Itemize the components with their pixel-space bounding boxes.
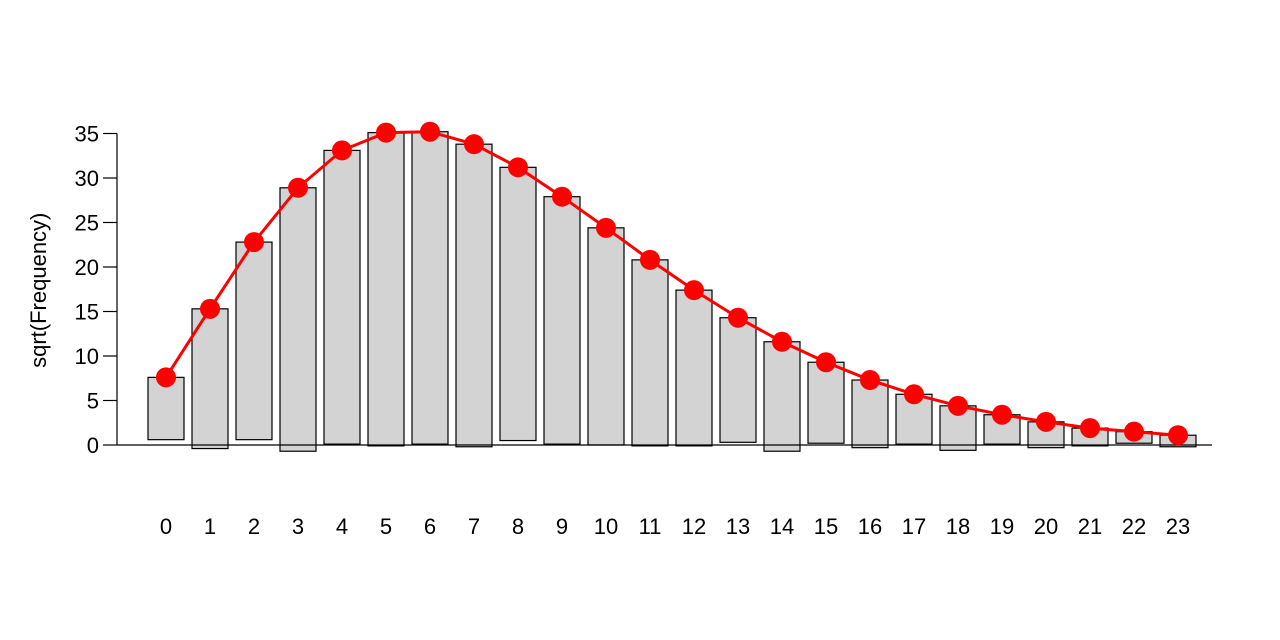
- bar-14: [763, 341, 801, 452]
- fitted-point-11: [640, 249, 660, 270]
- x-tick-label-0: 0: [160, 514, 172, 539]
- bar-7: [455, 143, 493, 448]
- bar-1: [191, 308, 229, 450]
- bar-13: [719, 317, 757, 443]
- bar-8: [499, 166, 537, 442]
- x-tick-label-15: 15: [814, 514, 838, 539]
- fitted-point-12: [684, 280, 704, 301]
- x-tick-label-23: 23: [1166, 514, 1190, 539]
- fitted-point-22: [1124, 421, 1144, 442]
- fitted-point-20: [1036, 411, 1056, 432]
- fitted-curve-line: [164, 130, 1179, 437]
- fitted-point-15: [816, 352, 836, 373]
- fitted-point-21: [1080, 418, 1100, 439]
- y-tick-label-15: 15: [75, 300, 99, 325]
- y-tick-label-10: 10: [75, 344, 99, 369]
- y-tick-label-20: 20: [75, 255, 99, 280]
- x-tick-label-21: 21: [1078, 514, 1102, 539]
- y-tick-label-35: 35: [75, 122, 99, 147]
- y-axis: 0 5 10 15 20 25 30 35: [75, 122, 118, 458]
- fitted-point-2: [244, 232, 264, 253]
- fitted-point-6: [420, 121, 440, 142]
- bar-4: [323, 149, 361, 445]
- x-tick-label-14: 14: [770, 514, 794, 539]
- bar-16: [851, 379, 889, 449]
- fitted-point-19: [992, 404, 1012, 425]
- x-tick-label-20: 20: [1034, 514, 1058, 539]
- bar-9: [543, 196, 581, 445]
- x-tick-label-4: 4: [336, 514, 348, 539]
- fitted-point-10: [596, 217, 616, 238]
- x-tick-label-13: 13: [726, 514, 750, 539]
- x-tick-label-3: 3: [292, 514, 304, 539]
- fitted-point-4: [332, 140, 352, 161]
- bar-0: [147, 376, 185, 441]
- fitted-point-8: [508, 157, 528, 178]
- fitted-point-17: [904, 384, 924, 405]
- fitted-point-5: [376, 122, 396, 143]
- y-tick-label-5: 5: [87, 389, 99, 414]
- fitted-curve-layer: [164, 130, 1179, 437]
- x-tick-label-19: 19: [990, 514, 1014, 539]
- y-tick-label-0: 0: [87, 433, 99, 458]
- bar-2: [235, 241, 273, 441]
- x-tick-label-17: 17: [902, 514, 926, 539]
- x-tick-label-9: 9: [556, 514, 568, 539]
- x-tick-label-12: 12: [682, 514, 706, 539]
- fitted-point-1: [200, 298, 220, 319]
- fitted-point-7: [464, 134, 484, 155]
- fitted-point-13: [728, 307, 748, 328]
- y-axis-title: sqrt(Frequency): [26, 213, 51, 368]
- y-tick-label-30: 30: [75, 166, 99, 191]
- x-tick-label-7: 7: [468, 514, 480, 539]
- bar-11: [631, 259, 669, 447]
- fitted-point-9: [552, 186, 572, 207]
- fitted-point-23: [1168, 425, 1188, 446]
- fitted-point-14: [772, 331, 792, 352]
- x-tick-label-2: 2: [248, 514, 260, 539]
- fitted-point-16: [860, 370, 880, 391]
- bar-3: [279, 187, 317, 452]
- x-tick-label-22: 22: [1122, 514, 1146, 539]
- x-tick-label-5: 5: [380, 514, 392, 539]
- x-axis-labels: 0 1 2 3 4 5 6 7 8 9 10 11 12 13 14 15 16 17 18 19 20 21 22 23: [160, 514, 1190, 539]
- bar-10: [587, 227, 625, 446]
- bars-layer: [147, 131, 1197, 452]
- bar-15: [807, 361, 845, 444]
- fitted-point-0: [156, 367, 176, 388]
- x-tick-label-1: 1: [204, 514, 216, 539]
- x-tick-label-16: 16: [858, 514, 882, 539]
- x-tick-label-11: 11: [639, 514, 662, 539]
- bar-18: [939, 405, 977, 451]
- x-tick-label-6: 6: [424, 514, 436, 539]
- fitted-point-18: [948, 395, 968, 416]
- y-tick-label-25: 25: [75, 211, 99, 236]
- bar-5: [367, 132, 405, 447]
- x-tick-label-8: 8: [512, 514, 524, 539]
- fitted-points-layer: [156, 121, 1188, 446]
- x-tick-label-10: 10: [594, 514, 618, 539]
- bar-12: [675, 289, 713, 447]
- fitted-point-3: [288, 177, 308, 198]
- bar-6: [411, 131, 449, 445]
- x-tick-label-18: 18: [946, 514, 970, 539]
